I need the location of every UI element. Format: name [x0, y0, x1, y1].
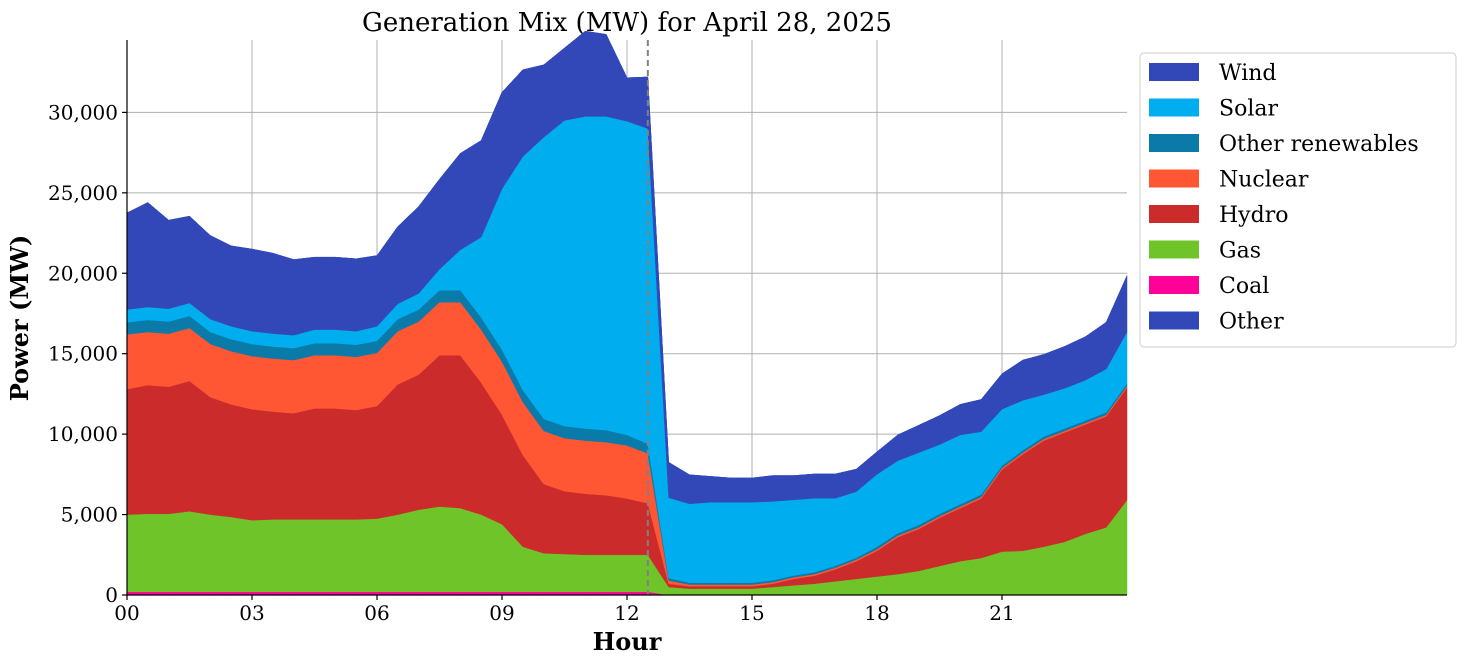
x-tick-label: 09: [489, 601, 514, 625]
legend-label: Solar: [1219, 97, 1278, 122]
x-axis-label: Hour: [593, 627, 662, 656]
y-tick-label: 15,000: [48, 342, 118, 366]
legend-swatch: [1149, 276, 1199, 294]
y-tick-label: 25,000: [48, 181, 118, 205]
x-tick-label: 18: [864, 601, 889, 625]
y-tick-label: 0: [105, 583, 118, 607]
legend-swatch: [1149, 134, 1199, 152]
area-other: [126, 30, 1128, 479]
y-tick-label: 10,000: [48, 422, 118, 446]
y-tick-label: 20,000: [48, 261, 118, 285]
y-tick-label: 5,000: [61, 503, 118, 527]
x-tick-label: 15: [739, 601, 764, 625]
y-axis-label: Power (MW): [5, 235, 34, 402]
legend-label: Gas: [1219, 239, 1261, 264]
legend-label: Wind: [1219, 61, 1277, 86]
x-tick-label: 21: [989, 601, 1014, 625]
legend-swatch: [1149, 240, 1199, 259]
x-axis-ticks: 00 03 06 09 12 15 18 21: [114, 595, 1015, 625]
x-tick-label: 06: [364, 601, 389, 625]
legend-label: Other renewables: [1219, 132, 1419, 157]
legend-label: Coal: [1219, 274, 1269, 299]
legend: Wind Solar Other renewables Nuclear Hydro Gas…: [1139, 52, 1457, 348]
x-tick-label: 03: [239, 601, 264, 625]
x-tick-label: 00: [114, 601, 139, 625]
x-tick-label: 12: [614, 601, 639, 625]
y-axis-ticks: 0 5,000 10,000 15,000 20,000 25,000 30,000: [48, 100, 127, 607]
legend-swatch: [1149, 98, 1199, 117]
legend-swatch: [1149, 205, 1199, 223]
legend-swatch: [1149, 311, 1199, 330]
chart-title: Generation Mix (MW) for April 28, 2025: [362, 8, 892, 38]
legend-label: Other: [1219, 310, 1284, 335]
y-tick-label: 30,000: [48, 100, 118, 124]
legend-swatch: [1149, 169, 1199, 188]
legend-frame: [1139, 52, 1457, 348]
legend-label: Nuclear: [1219, 168, 1309, 193]
legend-label: Hydro: [1219, 203, 1288, 228]
stacked-areas: [126, 30, 1128, 596]
legend-swatch: [1149, 63, 1199, 81]
